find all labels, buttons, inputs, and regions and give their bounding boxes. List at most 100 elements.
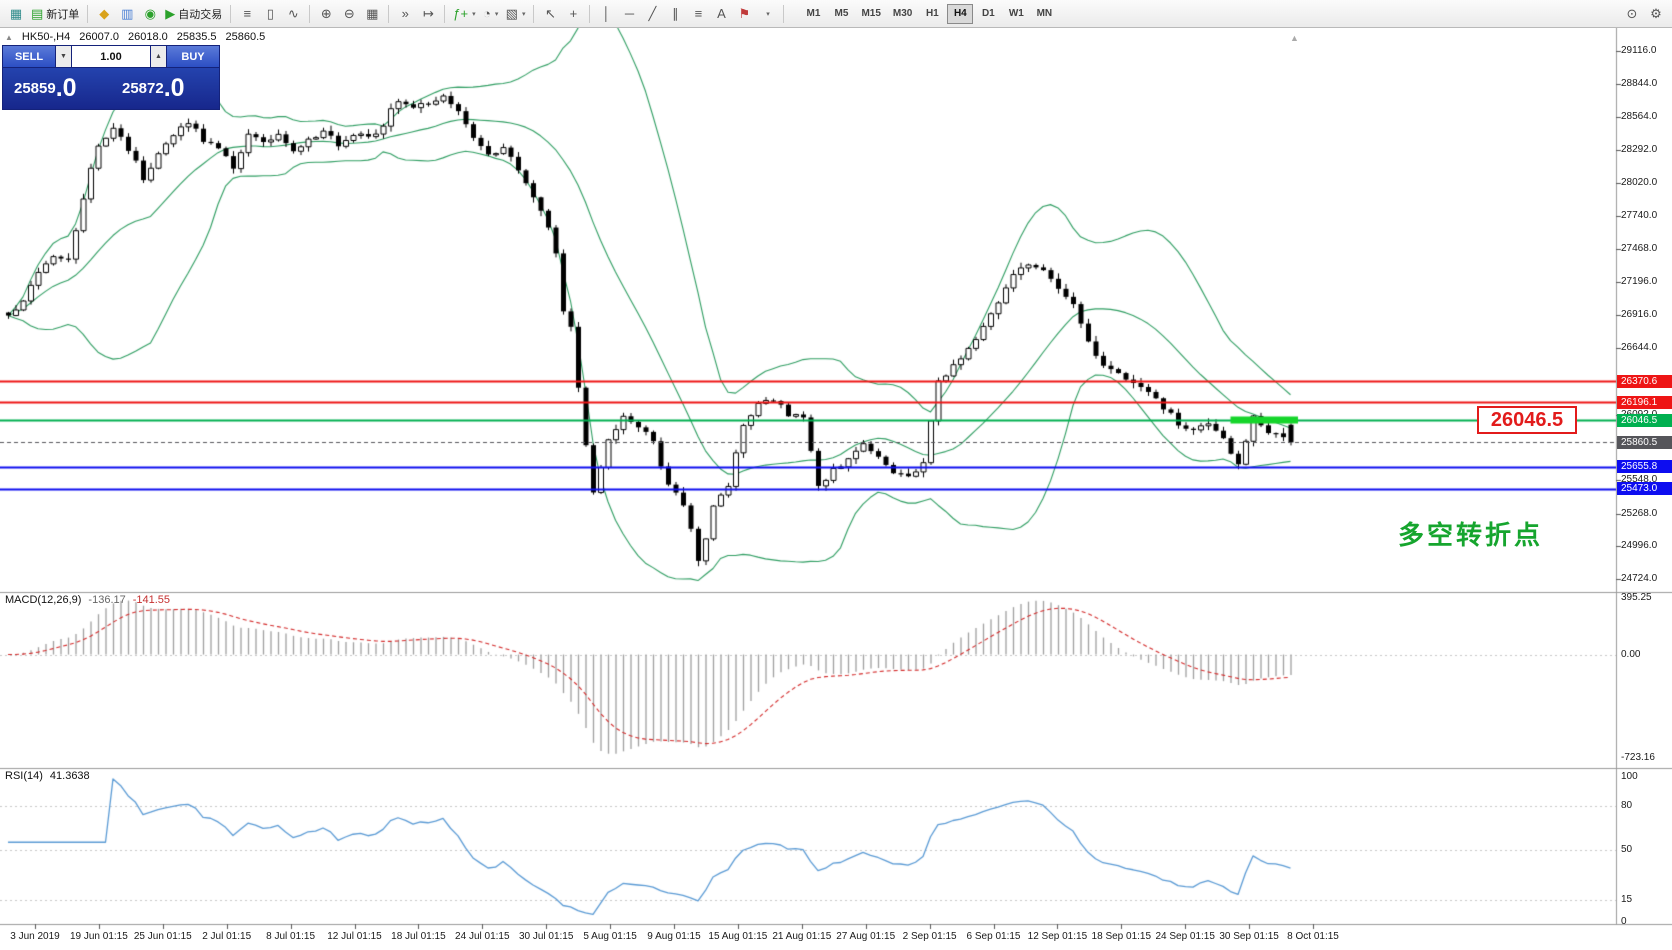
indicators-icon: ƒ+ <box>453 6 469 21</box>
macd-axis-label: 395.25 <box>1621 592 1652 603</box>
timeframe-button-h1[interactable]: H1 <box>925 8 939 19</box>
timeframe-button-m30[interactable]: M30 <box>892 8 913 19</box>
price-level-badge-key-level: 26046.5 <box>1617 413 1672 427</box>
price-axis-label: 24724.0 <box>1621 573 1658 584</box>
chart-shift-icon[interactable]: ↦ <box>422 5 434 21</box>
candlestick-mode-icon[interactable]: ▯ <box>266 5 274 21</box>
chart-window-glyph: ▦ <box>9 6 23 21</box>
volume-decrease-button[interactable]: ▼ <box>56 46 71 67</box>
toolbar-separator <box>87 4 89 23</box>
templates-icon: ▧ <box>505 6 518 21</box>
cursor-icon[interactable]: ↖ <box>545 5 556 21</box>
vertical-line-tool-icon[interactable]: │ <box>602 6 611 21</box>
zoom-out-icon[interactable]: ⊖ <box>343 5 355 21</box>
chart-shift-marker-icon: ▲ <box>1290 33 1299 43</box>
volume-input[interactable]: 1.00 <box>72 46 150 67</box>
charts-icon[interactable]: ▥ <box>116 3 138 25</box>
annotation-text: 多空转折点 <box>1398 520 1544 550</box>
rsi-label: RSI(14) <box>5 770 43 782</box>
dropdown-icon: ▾ <box>766 10 770 18</box>
zoom-in-icon[interactable]: ⊕ <box>320 5 332 21</box>
bar-chart-mode-icon[interactable]: ≡ <box>243 6 252 21</box>
buy-button[interactable]: BUY <box>167 46 219 67</box>
label-tool-icon[interactable]: ⚑ <box>738 5 751 21</box>
time-axis-label: 15 Aug 01:15 <box>708 931 768 942</box>
price-level-badge-resistance-1: 26370.6 <box>1617 374 1672 388</box>
timeframe-button-d1[interactable]: D1 <box>981 8 995 19</box>
charts-glyph-icon: ▥ <box>121 6 134 21</box>
timeframe-button-w1[interactable]: W1 <box>1008 8 1024 19</box>
autotrading-button[interactable]: ▶ 自动交易 <box>162 3 225 25</box>
mql-market-icon[interactable]: ◆ <box>93 3 115 25</box>
time-axis-label: 24 Jul 01:15 <box>455 931 510 942</box>
rsi-axis-label: 15 <box>1621 894 1633 906</box>
symbol-timeframe-label: HK50-,H4 <box>21 31 71 43</box>
price-axis-label: 29116.0 <box>1621 45 1657 56</box>
periods-button[interactable]: ◔ ▾ <box>480 3 502 25</box>
sell-button[interactable]: SELL <box>3 46 55 67</box>
channel-tool-icon[interactable]: ∥ <box>672 5 679 21</box>
buy-price[interactable]: 25872 .0 <box>111 68 219 109</box>
community-icon[interactable]: ◉ <box>139 3 161 25</box>
dropdown-icon: ▾ <box>472 10 476 18</box>
chart-window-icon[interactable]: ▦ <box>5 3 27 25</box>
shapes-dropdown-button[interactable]: ▾ <box>756 3 778 25</box>
price-axis-label: 26916.0 <box>1621 309 1658 321</box>
timeframe-button-m1[interactable]: M1 <box>806 8 821 19</box>
time-axis-label: 18 Sep 01:15 <box>1091 931 1152 942</box>
tile-windows-icon[interactable]: ▦ <box>366 5 379 21</box>
fibonacci-tool-icon[interactable]: ≡ <box>694 6 703 21</box>
time-axis-label: 12 Jul 01:15 <box>327 931 382 942</box>
volume-increase-button[interactable]: ▲ <box>151 46 166 67</box>
settings-icon[interactable]: ⚙ <box>1650 5 1662 21</box>
timeframe-button-m5[interactable]: M5 <box>834 8 849 19</box>
price-chart-canvas[interactable] <box>0 28 1672 950</box>
crosshair-icon[interactable]: + <box>569 6 578 21</box>
low-value: 25835.5 <box>176 31 217 43</box>
price-level-badge-resistance-2: 26196.1 <box>1617 395 1672 409</box>
sell-price[interactable]: 25859 .0 <box>3 68 111 109</box>
macd-axis-label: 0.00 <box>1621 648 1641 660</box>
price-level-badge-support-2: 25473.0 <box>1617 482 1672 496</box>
one-click-panel-toggle-icon[interactable]: ▲ <box>5 32 13 42</box>
toolbar-separator <box>783 4 785 23</box>
time-axis-label: 2 Jul 01:15 <box>202 931 252 942</box>
time-axis-label: 12 Sep 01:15 <box>1027 931 1088 942</box>
time-axis-label: 9 Aug 01:15 <box>647 931 701 942</box>
sell-price-main: 25859 <box>14 80 56 97</box>
new-order-button[interactable]: ▤ 新订单 <box>28 3 82 25</box>
toolbar-separator <box>533 4 535 23</box>
rsi-axis-label: 50 <box>1621 843 1633 855</box>
toolbar: ▦ ▤ 新订单 ◆ ▥ ◉ ▶ 自动交易 ≡ ▯ ∿ ⊕ ⊖ ▦ » ↦ ƒ+ ▾… <box>0 0 1672 28</box>
search-icon[interactable]: ⊙ <box>1626 5 1638 21</box>
price-axis-label: 28564.0 <box>1621 111 1658 123</box>
new-order-icon: ▤ <box>31 6 44 21</box>
price-axis-label: 27740.0 <box>1621 210 1658 222</box>
chart-header: ▲ HK50-,H4 26007.0 26018.0 25835.5 25860… <box>5 31 265 43</box>
price-axis-label: 25548.0 <box>1621 473 1658 485</box>
toolbar-right-group: ⊙ ⚙ <box>1621 3 1667 25</box>
time-axis-label: 21 Aug 01:15 <box>772 931 832 942</box>
templates-button[interactable]: ▧ ▾ <box>503 3 529 25</box>
timeframe-button-m15[interactable]: M15 <box>861 8 881 19</box>
auto-scroll-icon[interactable]: » <box>401 6 409 21</box>
price-axis-label: 28292.0 <box>1621 144 1658 156</box>
time-axis-label: 8 Oct 01:15 <box>1287 931 1339 942</box>
timeframe-button-h4[interactable]: H4 <box>947 3 974 24</box>
rsi-value: 41.3638 <box>49 770 90 782</box>
indicators-button[interactable]: ƒ+ ▾ <box>450 3 478 25</box>
close-value: 25860.5 <box>225 31 266 43</box>
key-level-callout[interactable]: 26046.5 <box>1477 406 1577 434</box>
mql-diamond-icon: ◆ <box>99 6 110 21</box>
price-axis-label: 28844.0 <box>1621 77 1658 89</box>
toolbar-separator <box>230 4 232 23</box>
time-axis-label: 25 Jun 01:15 <box>133 931 192 942</box>
horizontal-line-tool-icon[interactable]: ─ <box>624 6 635 21</box>
periods-clock-icon: ◔ <box>482 6 491 21</box>
text-tool-icon[interactable]: A <box>717 6 726 21</box>
time-axis-label: 30 Jul 01:15 <box>518 931 574 942</box>
trendline-tool-icon[interactable]: ╱ <box>648 5 657 21</box>
line-chart-mode-icon[interactable]: ∿ <box>287 5 299 21</box>
toolbar-separator <box>589 4 591 23</box>
timeframe-button-mn[interactable]: MN <box>1036 8 1053 19</box>
